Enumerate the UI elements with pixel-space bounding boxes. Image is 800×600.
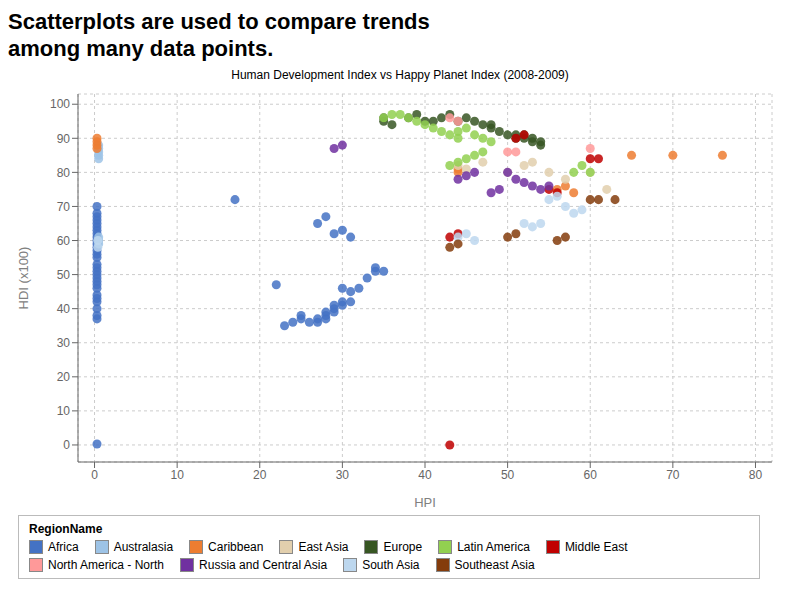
svg-text:HDI (x100): HDI (x100) <box>16 247 31 310</box>
svg-text:80: 80 <box>57 166 71 180</box>
html-text:Africa: Africa <box>48 540 79 554</box>
svg-text:60: 60 <box>584 468 598 482</box>
html-text:RegionName: RegionName <box>29 522 103 536</box>
svg-text:70: 70 <box>57 200 71 214</box>
svg-text:100: 100 <box>50 97 70 111</box>
svg-text:30: 30 <box>57 336 71 350</box>
svg-text:40: 40 <box>57 302 71 316</box>
html-text:Southeast Asia: Southeast Asia <box>454 558 535 572</box>
html-text:Latin America: Latin America <box>457 540 530 554</box>
svg-text:80: 80 <box>749 468 763 482</box>
html-text:North America - North: North America - North <box>48 558 164 572</box>
svg-text:50: 50 <box>57 268 71 282</box>
svg-text:20: 20 <box>253 468 267 482</box>
svg-text:30: 30 <box>336 468 350 482</box>
html-text:Scatterplots are used to compa: Scatterplots are used to compare trends <box>8 9 430 34</box>
html-text:Europe: Europe <box>383 540 423 554</box>
svg-text:10: 10 <box>57 404 71 418</box>
html-text:Russia and Central Asia: Russia and Central Asia <box>199 558 328 572</box>
svg-text:40: 40 <box>418 468 432 482</box>
svg-text:90: 90 <box>57 132 71 146</box>
svg-text:HPI: HPI <box>414 495 436 510</box>
svg-text:10: 10 <box>170 468 184 482</box>
svg-text:0: 0 <box>91 468 98 482</box>
html-text:Middle East: Middle East <box>564 540 628 554</box>
html-text:Human Development Index vs Hap: Human Development Index vs Happy Planet … <box>231 68 569 82</box>
html-text:among many data points.: among many data points. <box>8 36 274 61</box>
svg-text:70: 70 <box>666 468 680 482</box>
html-text:Australasia: Australasia <box>113 540 174 554</box>
html-text:Caribbean: Caribbean <box>208 540 264 554</box>
svg-text:50: 50 <box>501 468 515 482</box>
svg-text:60: 60 <box>57 234 71 248</box>
html-text:South Asia: South Asia <box>362 558 420 572</box>
svg-text:20: 20 <box>57 370 71 384</box>
html-text:East Asia: East Asia <box>298 540 349 554</box>
svg-text:0: 0 <box>63 438 70 452</box>
